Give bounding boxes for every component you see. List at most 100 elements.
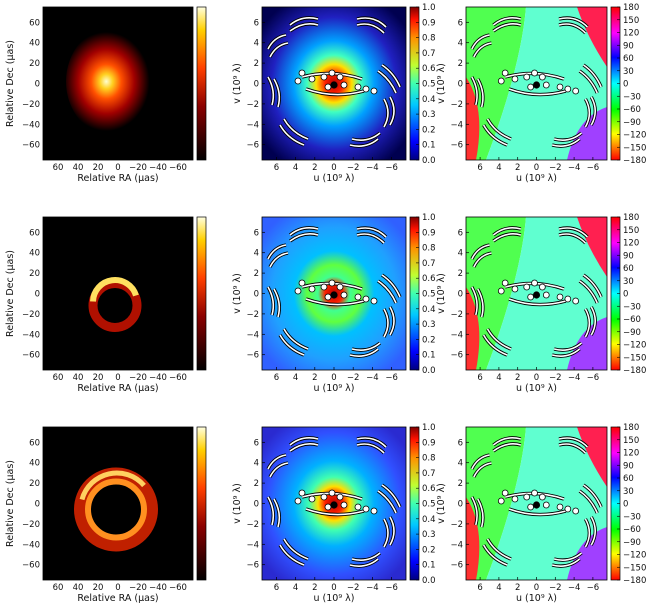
colorbar-tick-label: −120 <box>623 341 646 351</box>
uv-track-11 <box>389 96 395 126</box>
colorbar-tick-label: −60 <box>623 315 641 325</box>
uv-point-9 <box>572 507 579 515</box>
y-tick-label: −6 <box>450 351 463 361</box>
x-tick-label: 2 <box>515 163 520 173</box>
y-tick-label: 4 <box>254 249 259 259</box>
colorbar-tick-label: 0.6 <box>422 484 436 494</box>
colorbar-tick-label: −180 <box>623 156 646 166</box>
x-tick-label: 60 <box>53 583 64 593</box>
y-tick-label: 4 <box>458 39 463 49</box>
colorbar-tick-label: 0.9 <box>422 18 436 28</box>
colorbar-tick-label: −90 <box>623 118 641 128</box>
panel-r1-amplitude: 6 4 2 0 −2 −4 −6 6 4 2 0 −2 −4 −6 u (10⁹ λ) v (10⁹ λ) 1.… <box>232 3 436 184</box>
colorbar-tick-label: 30 <box>623 67 634 77</box>
y-tick-label: 20 <box>29 59 40 69</box>
colorbar-tick-label: 120 <box>623 449 639 459</box>
uv-track-4 <box>558 233 587 244</box>
uv-track-6 <box>269 252 289 268</box>
uv-point-7 <box>556 293 564 301</box>
x-tick-label: −2 <box>549 583 562 593</box>
uv-tracks <box>470 436 603 568</box>
uv-track-4 <box>356 23 385 34</box>
phase-region-3 <box>577 7 607 67</box>
uv-track-1 <box>492 227 522 236</box>
uv-track-13 <box>283 538 309 560</box>
colorbar-tick-label: 60 <box>623 264 634 274</box>
uv-track-10 <box>477 78 484 108</box>
uv-track-9 <box>471 496 478 526</box>
colorbar-tick-label: 0.6 <box>422 64 436 74</box>
uv-point-4 <box>542 291 550 299</box>
uv-track-3 <box>356 227 387 238</box>
uv-track-16 <box>551 138 581 147</box>
uv-track-16 <box>551 558 581 567</box>
y-tick-label: 0 <box>35 290 40 300</box>
colorbar-tick-label: 60 <box>623 54 634 64</box>
x-tick-label: −6 <box>587 583 600 593</box>
x-tick-label: 60 <box>53 373 64 383</box>
y-axis-label: v (10⁹ λ) <box>232 63 243 104</box>
uv-point-4 <box>340 81 348 89</box>
uv-track-7 <box>583 484 602 508</box>
uv-track-14 <box>482 334 508 356</box>
uv-point-4 <box>542 81 550 89</box>
uv-track-15 <box>351 132 381 141</box>
colorbar-tick-label: 0.1 <box>422 141 436 151</box>
x-axis-label: u (10⁹ λ) <box>314 383 355 394</box>
uv-track-3 <box>558 227 588 238</box>
colorbar-tick-label: 0 <box>623 290 628 300</box>
emission-ring <box>74 467 158 552</box>
x-tick-label: −6 <box>587 163 600 173</box>
uv-point-5 <box>324 293 332 301</box>
uv-track-1 <box>289 437 319 446</box>
uv-point-7 <box>354 293 362 301</box>
uv-track-6 <box>473 42 492 58</box>
y-tick-label: 0 <box>458 500 463 510</box>
uv-track-5 <box>267 244 287 260</box>
phase-region-1 <box>466 7 526 160</box>
uv-point-7 <box>556 503 564 511</box>
uv-track-5 <box>471 454 490 470</box>
x-tick-label: −2 <box>347 583 360 593</box>
uv-point-2 <box>531 279 538 287</box>
uv-point-4 <box>340 291 348 299</box>
x-tick-label: −4 <box>366 373 379 383</box>
panel-r3-amplitude: 6 4 2 0 −2 −4 −6 6 4 2 0 −2 −4 −6 u (10⁹ λ) v (10⁹ λ) 1.… <box>232 423 436 604</box>
colorbar-tick-label: 150 <box>623 226 639 236</box>
colorbar-tick-label: 0.5 <box>422 290 436 300</box>
x-tick-label: −4 <box>568 373 581 383</box>
y-tick-label: −40 <box>22 540 40 550</box>
uv-track-12 <box>584 308 591 338</box>
y-tick-label: 6 <box>458 228 463 238</box>
y-tick-label: 0 <box>458 290 463 300</box>
y-tick-label: −2 <box>450 310 463 320</box>
colorbar-tick-label: 0.9 <box>422 438 436 448</box>
uv-track-16 <box>551 348 581 357</box>
x-tick-label: 0 <box>331 163 336 173</box>
colorbar-tick-label: 0.2 <box>422 125 436 135</box>
uv-track-3 <box>356 17 387 28</box>
uv-track-8 <box>579 70 598 94</box>
uv-point-5 <box>527 503 534 511</box>
uv-track-14 <box>482 124 508 146</box>
uv-track-8 <box>579 280 598 304</box>
panel-r2-image: 60 40 20 0 −20 −40 −606040200−20−40−60Relative… <box>5 216 207 394</box>
uv-track-4 <box>558 23 587 34</box>
colorbar-tick-label: 60 <box>623 474 634 484</box>
uv-point-1 <box>320 283 328 291</box>
y-tick-label: 20 <box>29 269 40 279</box>
uv-point-3 <box>539 493 546 501</box>
x-axis-label: Relative RA (μas) <box>77 383 158 394</box>
phase-region-4 <box>466 77 480 160</box>
x-tick-label: 4 <box>293 583 298 593</box>
x-tick-label: −4 <box>366 583 379 593</box>
uv-point-2 <box>328 279 336 287</box>
colorbar-tick-label: −90 <box>623 538 641 548</box>
colorbar-tick-label: 0 <box>623 80 628 90</box>
uv-track-4 <box>356 443 385 454</box>
x-tick-label: −2 <box>347 163 360 173</box>
x-tick-label: 2 <box>312 373 317 383</box>
uv-track-6 <box>473 252 492 268</box>
colorbar-tick-label: −60 <box>623 525 641 535</box>
uv-track-10 <box>273 498 281 528</box>
